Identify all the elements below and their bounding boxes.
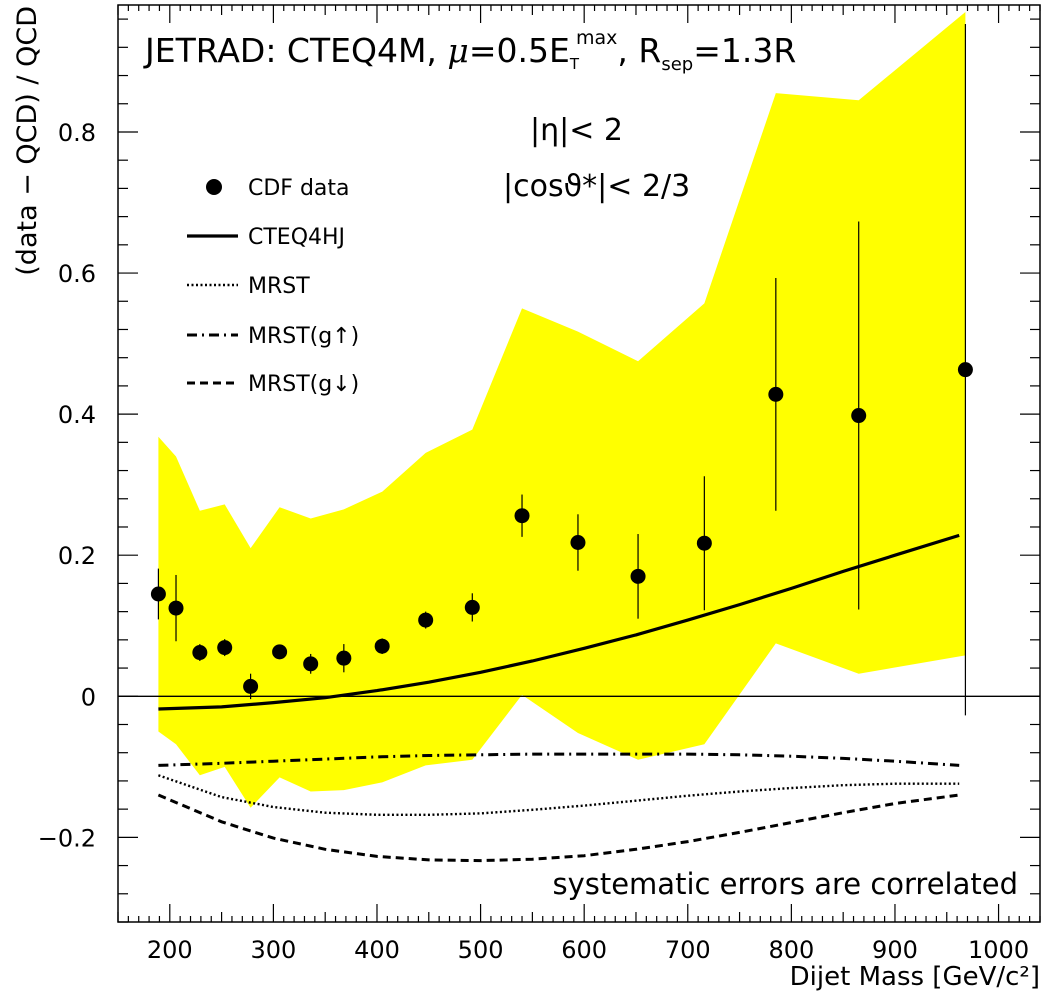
data-point	[570, 514, 586, 571]
legend-entry: MRST(g↑)	[187, 324, 359, 349]
legend-label: MRST	[248, 274, 310, 299]
x-axis-title: Dijet Mass [GeV/c²]	[790, 962, 1040, 992]
y-tick-label: 0.8	[58, 119, 96, 147]
data-point	[851, 221, 867, 610]
systematic-band-layer	[158, 12, 966, 808]
systematic-error-band	[158, 12, 966, 808]
data-point	[336, 644, 352, 673]
data-point	[243, 673, 259, 700]
data-marker	[303, 656, 319, 672]
data-marker	[418, 612, 434, 628]
x-tick-label: 900	[872, 936, 918, 964]
data-marker	[168, 600, 184, 616]
curve-dashdot	[158, 752, 960, 767]
data-marker	[374, 638, 390, 654]
data-point	[768, 277, 784, 511]
x-tick-label: 300	[250, 936, 296, 964]
data-point	[418, 611, 434, 629]
cos-theta-cut-label: |cosϑ*|< 2/3	[503, 169, 690, 204]
data-point	[696, 476, 712, 611]
legend-label: CTEQ4HJ	[248, 225, 345, 250]
legend-marker-symbol	[206, 179, 222, 195]
data-marker	[851, 408, 867, 424]
data-marker	[243, 678, 259, 694]
data-marker	[336, 650, 352, 666]
y-tick-label: −0.2	[38, 824, 96, 852]
data-marker	[768, 386, 784, 402]
legend-label: CDF data	[248, 176, 350, 201]
curve-solid	[158, 533, 960, 711]
data-marker	[464, 599, 480, 615]
y-tick-label: 0	[81, 683, 96, 711]
data-point	[272, 644, 288, 660]
y-tick-label: 0.6	[58, 260, 96, 288]
data-point	[374, 638, 390, 654]
legend-entry: MRST(g↓)	[187, 372, 359, 397]
eta-cut-label: |η|< 2	[530, 113, 623, 148]
legend: CDF data CTEQ4HJ MRST MRST(g↑) MRST(g↓)	[187, 176, 359, 397]
data-point	[464, 593, 480, 622]
plot-title: JETRAD: CTEQ4M, μ=0.5ETmax, Rsep=1.3R	[143, 27, 796, 75]
data-marker	[696, 535, 712, 551]
y-tick-label: 0.2	[58, 542, 96, 570]
legend-entry: MRST	[187, 274, 310, 299]
y-tick-label: 0.4	[58, 401, 96, 429]
data-marker	[514, 508, 530, 524]
theory-curves-layer	[157, 533, 960, 863]
x-tick-label: 400	[354, 936, 400, 964]
cdf-data-points-layer	[150, 24, 973, 716]
systematic-note: systematic errors are correlated	[552, 867, 1018, 901]
data-point	[957, 24, 973, 716]
legend-entry: CDF data	[206, 176, 350, 201]
plot-frame	[117, 4, 1041, 923]
axes-layer: 200 300 400 500 600 700 800 900 1000 −0.2 0 0.2 0.4 0…	[38, 4, 1041, 964]
y-axis-title: (data − QCD) / QCD	[12, 6, 43, 276]
legend-entry: CTEQ4HJ	[187, 225, 345, 250]
data-marker	[272, 644, 288, 660]
legend-label: MRST(g↓)	[248, 372, 359, 397]
data-marker	[570, 535, 586, 551]
data-marker	[192, 645, 208, 661]
data-marker	[217, 640, 233, 656]
data-marker	[630, 568, 646, 584]
data-point	[217, 639, 233, 657]
data-marker	[150, 586, 166, 602]
data-point	[514, 494, 530, 537]
data-point	[303, 653, 319, 674]
x-tick-label: 200	[147, 936, 193, 964]
data-point	[168, 574, 184, 642]
x-tick-label: 1000	[968, 936, 1029, 964]
data-point	[150, 568, 166, 620]
legend-label: MRST(g↑)	[248, 324, 359, 349]
data-marker	[957, 362, 973, 378]
x-tick-label: 800	[768, 936, 814, 964]
data-point	[630, 534, 646, 619]
x-tick-label: 700	[665, 936, 711, 964]
curve-dashed	[157, 793, 960, 863]
x-tick-label: 500	[458, 936, 504, 964]
data-point	[192, 644, 208, 662]
x-tick-label: 600	[561, 936, 607, 964]
curve-dotted	[158, 774, 960, 816]
